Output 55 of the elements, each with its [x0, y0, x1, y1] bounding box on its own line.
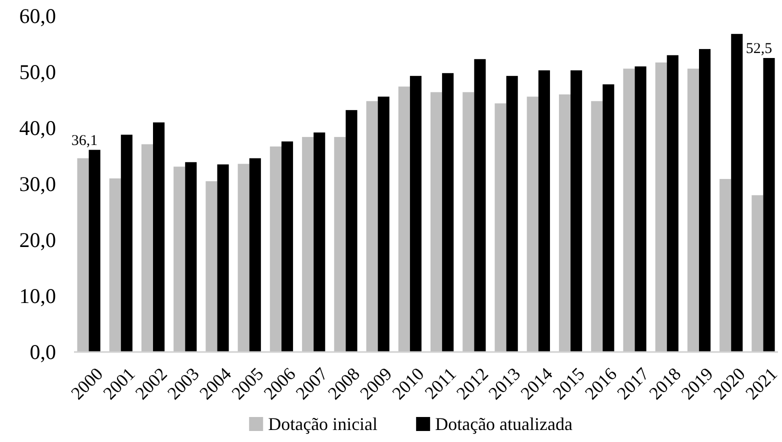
bar — [570, 70, 582, 352]
bar — [249, 158, 261, 352]
data-label: 36,1 — [71, 132, 98, 149]
bar — [334, 136, 346, 352]
y-tick-label: 0,0 — [30, 340, 56, 364]
y-tick-label: 20,0 — [19, 228, 56, 252]
bar — [398, 86, 410, 352]
bar — [217, 164, 229, 352]
y-tick-label: 30,0 — [19, 172, 56, 196]
y-tick-label: 50,0 — [19, 60, 56, 84]
bar — [88, 150, 100, 352]
bar — [666, 55, 678, 352]
bar — [623, 68, 635, 352]
bar — [602, 84, 614, 352]
bar — [153, 122, 165, 352]
bar — [720, 178, 732, 352]
bar — [302, 136, 314, 352]
bar — [731, 34, 743, 352]
bar — [526, 96, 538, 352]
bar — [185, 162, 197, 352]
bar — [698, 49, 711, 352]
bar — [281, 141, 294, 352]
bar — [442, 73, 454, 352]
bar — [591, 101, 603, 352]
bar — [763, 58, 775, 352]
bar — [752, 195, 764, 352]
bar — [346, 110, 358, 352]
bar — [506, 76, 518, 352]
bar — [120, 134, 132, 352]
bar — [77, 158, 89, 352]
bar — [270, 146, 282, 352]
y-tick-label: 40,0 — [19, 116, 56, 140]
y-tick-label: 60,0 — [19, 4, 56, 28]
bar — [314, 132, 326, 352]
bar — [538, 70, 550, 352]
data-label: 52,5 — [746, 41, 772, 57]
bar — [474, 59, 486, 352]
bar — [687, 68, 699, 352]
bar — [378, 96, 390, 352]
legend-label: Dotação inicial — [268, 414, 378, 434]
bar — [558, 94, 571, 352]
bar — [366, 101, 378, 352]
bar — [410, 76, 422, 352]
bar — [174, 166, 186, 352]
bar — [494, 103, 506, 352]
legend-label: Dotação atualizada — [435, 414, 573, 434]
bar — [109, 178, 121, 352]
bar — [141, 144, 154, 352]
bar — [238, 164, 250, 352]
bar — [462, 92, 474, 352]
bar — [206, 181, 218, 352]
bar — [655, 62, 667, 352]
bar — [430, 92, 442, 352]
bar — [634, 66, 646, 352]
y-tick-label: 10,0 — [19, 284, 56, 308]
